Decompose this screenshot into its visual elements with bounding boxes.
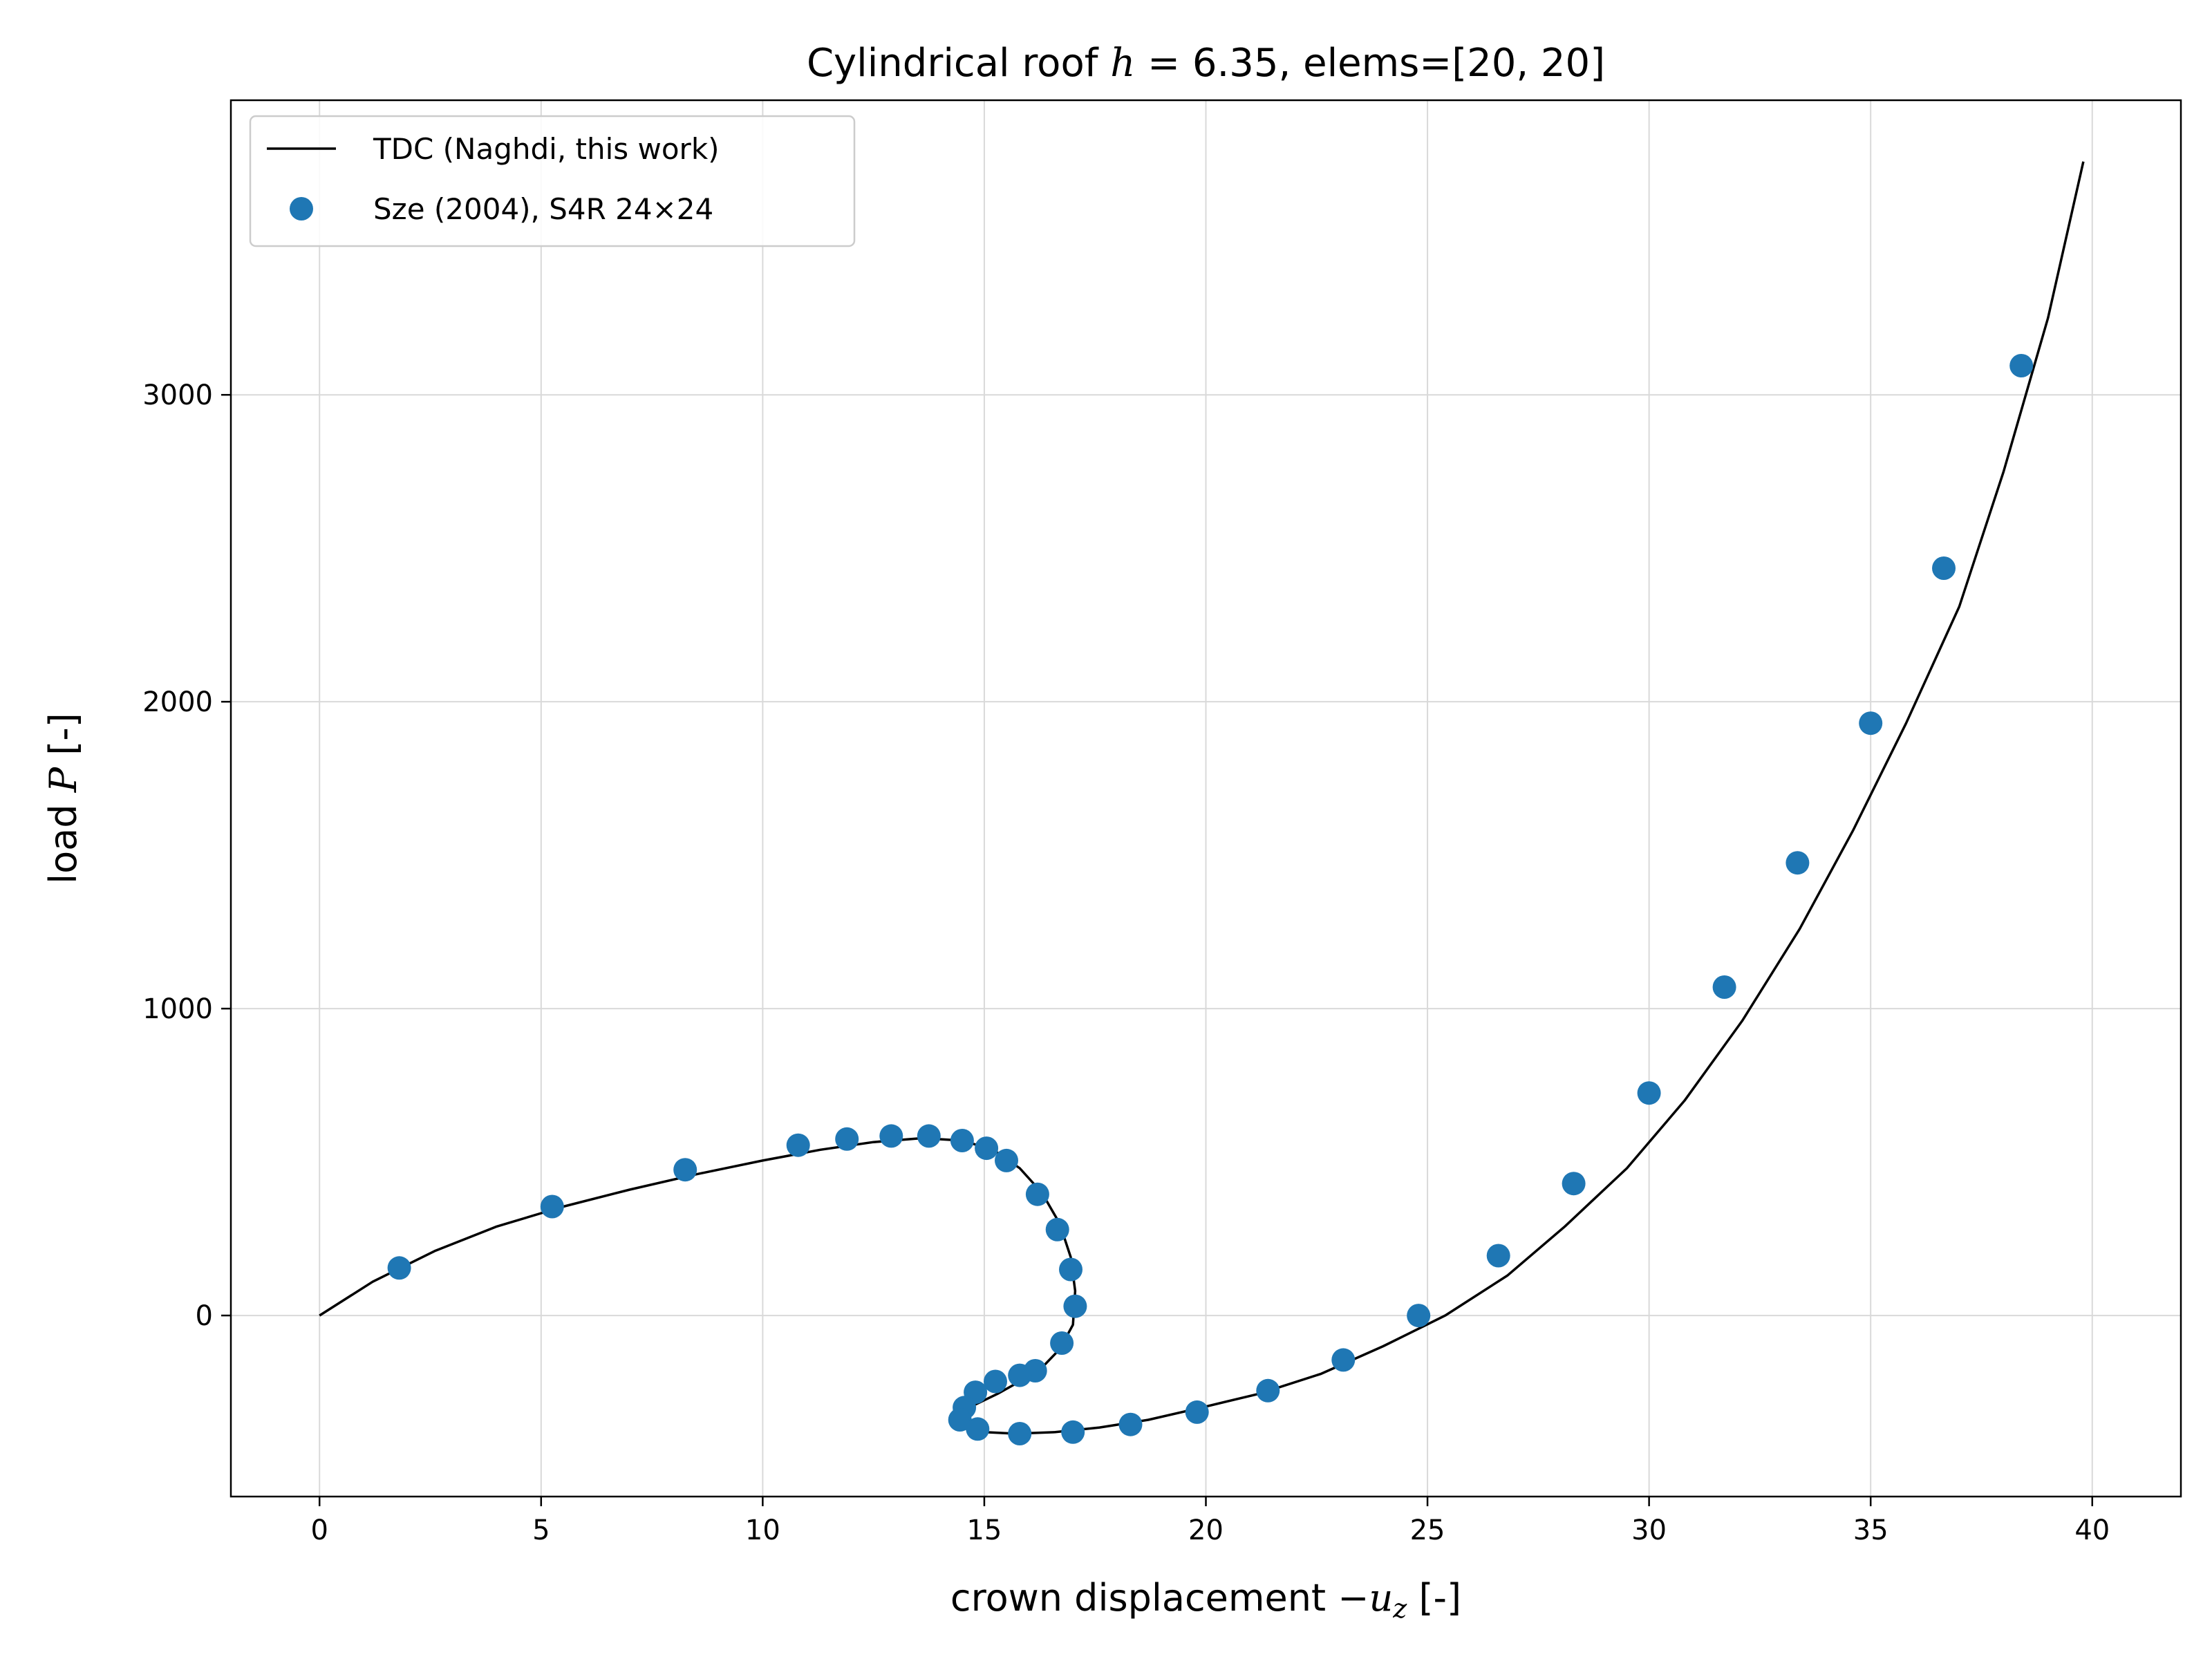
axis-ticks: 0 5 10 15 20 25 30 35 40 0 1000 2000 3000 <box>142 379 2110 1546</box>
data-point-sze <box>984 1369 1007 1394</box>
data-point-sze <box>1407 1304 1431 1328</box>
legend-label-tdc: TDC (Naghdi, this work) <box>373 132 720 166</box>
y-tick-label: 0 <box>196 1300 213 1332</box>
x-tick-label: 20 <box>1188 1515 1224 1546</box>
series-markers-sze <box>387 354 2034 1445</box>
data-point-sze <box>1025 1182 1049 1206</box>
data-point-sze <box>1562 1172 1586 1196</box>
data-point-sze <box>995 1148 1018 1172</box>
data-point-sze <box>1063 1294 1087 1318</box>
x-tick-label: 5 <box>532 1515 550 1546</box>
data-point-sze <box>1118 1412 1143 1436</box>
data-point-sze <box>1331 1348 1356 1372</box>
legend-swatch-sze <box>290 197 313 221</box>
data-point-sze <box>1785 851 1810 875</box>
x-tick-label: 10 <box>745 1515 780 1546</box>
data-point-sze <box>2009 354 2034 377</box>
y-tick-label: 1000 <box>142 993 213 1025</box>
data-point-sze <box>1059 1257 1082 1282</box>
y-axis-label: load P [-] <box>41 713 85 884</box>
legend-label-sze: Sze (2004), S4R 24×24 <box>373 192 713 226</box>
data-point-sze <box>975 1136 999 1161</box>
x-tick-label: 30 <box>1631 1515 1667 1546</box>
data-point-sze <box>1045 1217 1069 1241</box>
data-point-sze <box>917 1124 941 1148</box>
data-point-sze <box>540 1194 564 1219</box>
data-point-sze <box>1932 556 1956 580</box>
data-point-sze <box>673 1158 697 1182</box>
x-tick-label: 15 <box>966 1515 1002 1546</box>
data-point-sze <box>1712 975 1736 999</box>
x-tick-label: 25 <box>1410 1515 1445 1546</box>
data-point-sze <box>950 1129 974 1152</box>
data-point-sze <box>1008 1363 1032 1387</box>
data-point-sze <box>1637 1081 1661 1105</box>
data-point-sze <box>387 1256 411 1280</box>
data-point-sze <box>1486 1244 1510 1268</box>
data-point-sze <box>786 1133 810 1157</box>
data-point-sze <box>1185 1400 1209 1424</box>
data-point-sze <box>948 1408 972 1432</box>
data-point-sze <box>1256 1378 1280 1403</box>
x-tick-label: 0 <box>311 1515 328 1546</box>
data-point-sze <box>1050 1331 1074 1355</box>
grid <box>231 100 2181 1497</box>
data-point-sze <box>1008 1422 1032 1445</box>
y-tick-label: 2000 <box>142 686 213 718</box>
data-point-sze <box>879 1124 903 1148</box>
chart-title: Cylindrical roof h = 6.35, elems=[20, 20… <box>807 41 1605 86</box>
data-point-sze <box>1859 711 1883 735</box>
y-tick-label: 3000 <box>142 379 213 411</box>
legend: TDC (Naghdi, this work) Sze (2004), S4R … <box>249 115 856 247</box>
legend-box <box>249 115 856 247</box>
data-point-sze <box>835 1127 859 1151</box>
x-tick-label: 35 <box>1853 1515 1888 1546</box>
data-point-sze <box>966 1417 990 1441</box>
data-point-sze <box>1061 1420 1085 1444</box>
x-axis-label: crown displacement −uz [-] <box>950 1576 1461 1624</box>
x-tick-label: 40 <box>2074 1515 2110 1546</box>
